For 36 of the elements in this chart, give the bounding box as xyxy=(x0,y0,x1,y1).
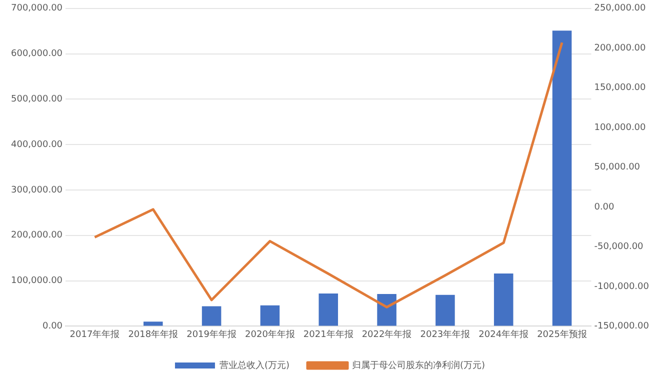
x-tick-label: 2024年年报 xyxy=(478,328,529,340)
y-tick-label: 500,000.00 xyxy=(11,94,63,105)
x-tick-label: 2021年年报 xyxy=(303,328,354,340)
legend-label: 归属于母公司股东的净利润(万元) xyxy=(352,360,486,371)
y2-tick-label: 0.00 xyxy=(594,202,615,212)
x-tick-label: 2018年年报 xyxy=(128,328,178,340)
bar xyxy=(436,294,455,326)
bar xyxy=(552,30,572,326)
y2-tick-label: 250,000.00 xyxy=(594,4,646,14)
y2-tick-label: -100,000.00 xyxy=(594,282,650,292)
y2-tick-label: -150,000.00 xyxy=(594,322,650,332)
x-tick-label: 2025年预报 xyxy=(537,328,587,340)
bar xyxy=(260,305,280,326)
bar xyxy=(377,294,396,326)
y2-tick-label: 50,000.00 xyxy=(594,162,640,173)
x-tick-label: 2022年年报 xyxy=(362,328,412,340)
bar xyxy=(202,306,222,326)
bar xyxy=(144,322,163,326)
legend-label: 营业总收入(万元) xyxy=(219,360,290,371)
y2-tick-label: 100,000.00 xyxy=(594,122,646,133)
y-tick-label: 700,000.00 xyxy=(11,4,63,14)
y2-tick-label: 150,000.00 xyxy=(594,83,646,94)
x-tick-label: 2017年年报 xyxy=(70,328,120,340)
y2-tick-label: -50,000.00 xyxy=(594,242,644,252)
y-tick-label: 300,000.00 xyxy=(11,185,63,196)
x-tick-label: 2019年年报 xyxy=(186,328,237,340)
y-tick-label: 0.00 xyxy=(42,322,63,332)
x-tick-label: 2023年年报 xyxy=(420,328,470,340)
y-tick-label: 100,000.00 xyxy=(11,276,63,286)
y2-tick-label: 200,000.00 xyxy=(594,43,646,54)
y-tick-label: 600,000.00 xyxy=(11,49,63,60)
x-tick-label: 2020年年报 xyxy=(245,328,295,340)
y-tick-label: 200,000.00 xyxy=(11,230,63,241)
bar xyxy=(494,274,514,326)
y-tick-label: 400,000.00 xyxy=(11,140,63,150)
bar xyxy=(318,294,338,326)
